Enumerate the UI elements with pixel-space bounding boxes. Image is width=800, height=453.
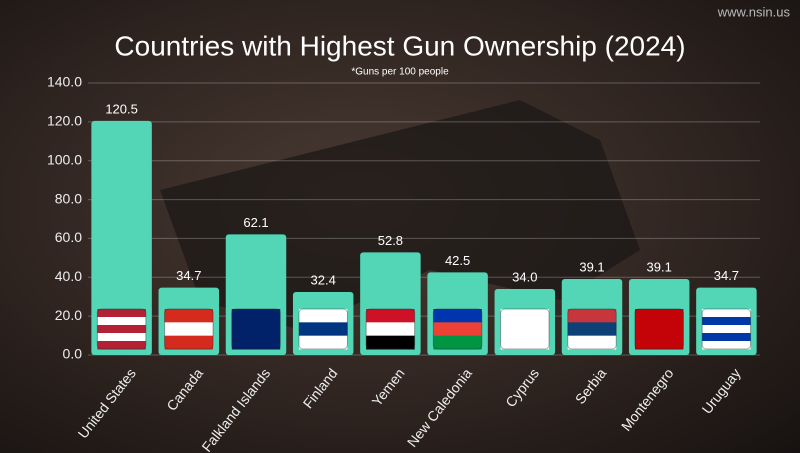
flag-stripe (702, 309, 751, 318)
y-tick-label: 40.0 (55, 268, 82, 284)
flag-stripe (567, 309, 617, 323)
flag (567, 308, 617, 350)
flag-stripe (567, 335, 617, 350)
flag (164, 308, 214, 350)
flag-stripe (500, 329, 550, 350)
flag-border (701, 308, 752, 350)
value-label: 120.5 (105, 101, 138, 116)
flag-stripe (164, 322, 214, 337)
flag-stripe (366, 309, 415, 323)
flag-stripe (97, 333, 146, 342)
value-label: 39.1 (579, 259, 604, 274)
flag-stripe (702, 341, 751, 350)
flag-stripe (298, 322, 348, 337)
value-label: 34.7 (714, 268, 739, 283)
flag-stripe (164, 309, 214, 323)
flag-stripe (500, 309, 550, 330)
y-tick-label: 60.0 (55, 229, 82, 245)
flag-stripe (634, 309, 684, 330)
flag (432, 308, 483, 350)
flag (500, 308, 550, 350)
flag (231, 308, 281, 350)
flag-stripe (298, 309, 348, 323)
chart-title: Countries with Highest Gun Ownership (20… (114, 30, 685, 61)
flag (701, 308, 752, 350)
flag (365, 308, 416, 350)
flag-border (365, 308, 416, 350)
flag-stripe (164, 335, 214, 350)
flag (634, 308, 684, 350)
flag-border (432, 308, 483, 350)
flag-stripe (702, 333, 751, 342)
y-tick-label: 100.0 (47, 151, 82, 167)
flag-border (164, 308, 214, 350)
value-label: 34.0 (512, 269, 537, 284)
flag-border (500, 308, 550, 350)
y-tick-label: 140.0 (47, 74, 82, 90)
flag-stripe (433, 335, 482, 350)
flag-stripe (97, 317, 146, 326)
bar (91, 120, 152, 355)
flag-stripe (433, 322, 482, 337)
y-tick-label: 80.0 (55, 190, 82, 206)
flag-stripe (298, 335, 348, 350)
flag (96, 308, 147, 350)
value-label: 42.5 (445, 253, 470, 268)
flag-stripe (231, 309, 281, 330)
y-tick-label: 120.0 (47, 113, 82, 129)
flag-stripe (97, 325, 146, 334)
flag-border (634, 308, 684, 350)
flag-stripe (567, 322, 617, 337)
flag-border (567, 308, 617, 350)
flag-stripe (231, 329, 281, 350)
flag-stripe (366, 322, 415, 337)
flag-stripe (433, 309, 482, 323)
flag-stripe (634, 329, 684, 350)
value-label: 32.4 (311, 272, 336, 287)
flag-border (96, 308, 147, 350)
flag-stripe (702, 317, 751, 326)
flag-stripe (97, 309, 146, 318)
value-label: 34.7 (176, 268, 201, 283)
y-tick-label: 0.0 (63, 346, 83, 362)
flag-border (231, 308, 281, 350)
chart-subtitle: *Guns per 100 people (351, 67, 449, 78)
flag (298, 308, 348, 350)
flag-stripe (702, 325, 751, 334)
y-tick-label: 20.0 (55, 307, 82, 323)
flag-stripe (366, 335, 415, 350)
value-label: 62.1 (243, 215, 268, 230)
value-label: 39.1 (647, 259, 672, 274)
flag-border (298, 308, 348, 350)
flag-stripe (97, 341, 146, 350)
value-label: 52.8 (378, 233, 403, 248)
watermark: www.nsin.us (717, 4, 791, 19)
